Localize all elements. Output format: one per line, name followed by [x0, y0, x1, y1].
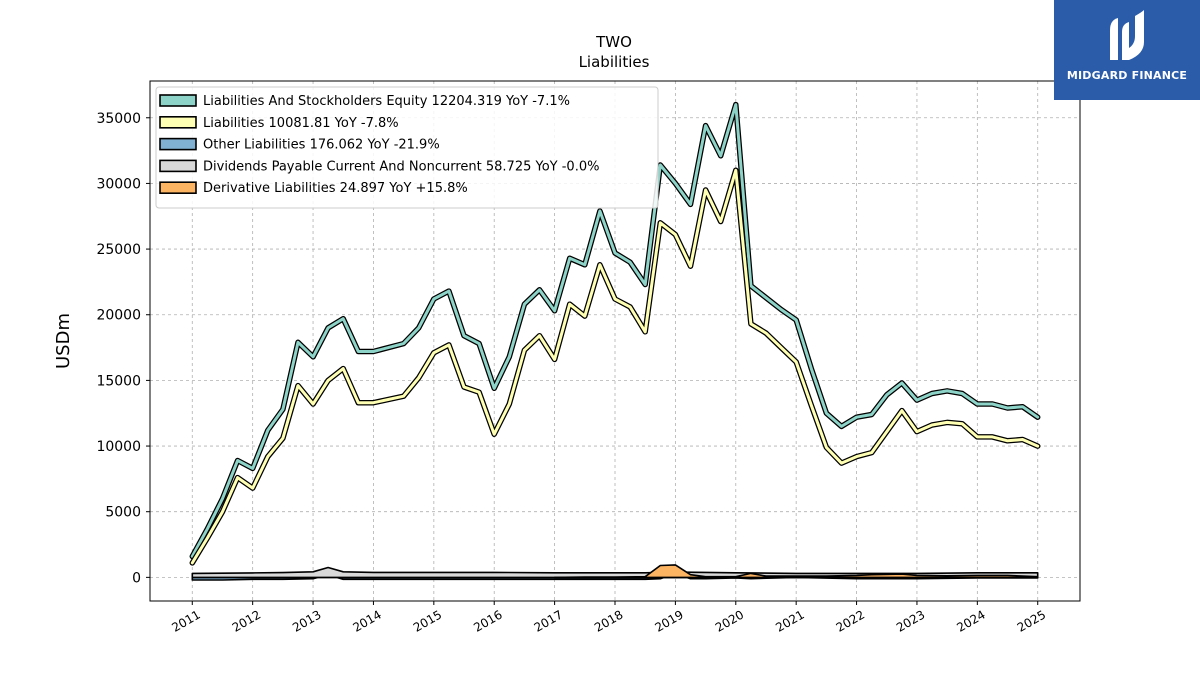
y-tick-label: 15000 — [96, 373, 141, 389]
legend-box — [155, 86, 659, 209]
y-tick-label: 25000 — [96, 242, 141, 258]
legend-swatch — [159, 94, 197, 107]
brand-logo: MIDGARD FINANCE — [1054, 0, 1200, 100]
legend-entry: Derivative Liabilities 24.897 YoY +15.8% — [203, 181, 468, 196]
chart-title: TWO — [595, 33, 632, 51]
series-area-derivative-liabilities — [553, 564, 1039, 579]
legend-entry: Liabilities 10081.81 YoY -7.8% — [203, 116, 399, 131]
series-area-dividends-payable-current-and-noncurrent — [191, 566, 1039, 579]
y-tick-label: 35000 — [96, 111, 141, 127]
chart-subtitle: Liabilities — [579, 53, 650, 71]
legend-entry: Liabilities And Stockholders Equity 1220… — [203, 94, 570, 109]
y-axis-label: USDm — [53, 313, 74, 369]
y-tick-label: 30000 — [96, 176, 141, 192]
y-tick-label: 10000 — [96, 439, 141, 455]
legend-swatch — [159, 181, 197, 194]
series-line-liabilities-and-stockholders-equity — [190, 103, 1040, 558]
legend-entry: Other Liabilities 176.062 YoY -21.9% — [203, 138, 440, 153]
legend-entry: Dividends Payable Current And Noncurrent… — [203, 159, 599, 174]
logo-mark-icon — [1110, 10, 1144, 60]
y-tick-label: 0 — [132, 570, 141, 586]
series-layer — [189, 101, 1041, 581]
logo-text: MIDGARD FINANCE — [1066, 69, 1188, 82]
legend-swatch — [159, 159, 197, 173]
y-tick-label: 20000 — [96, 308, 141, 324]
legend-swatch — [159, 137, 197, 151]
legend: Liabilities And Stockholders Equity 1220… — [155, 86, 659, 209]
series-line-liabilities — [190, 168, 1040, 565]
y-tick-label: 5000 — [105, 505, 141, 521]
legend-swatch — [159, 116, 197, 129]
